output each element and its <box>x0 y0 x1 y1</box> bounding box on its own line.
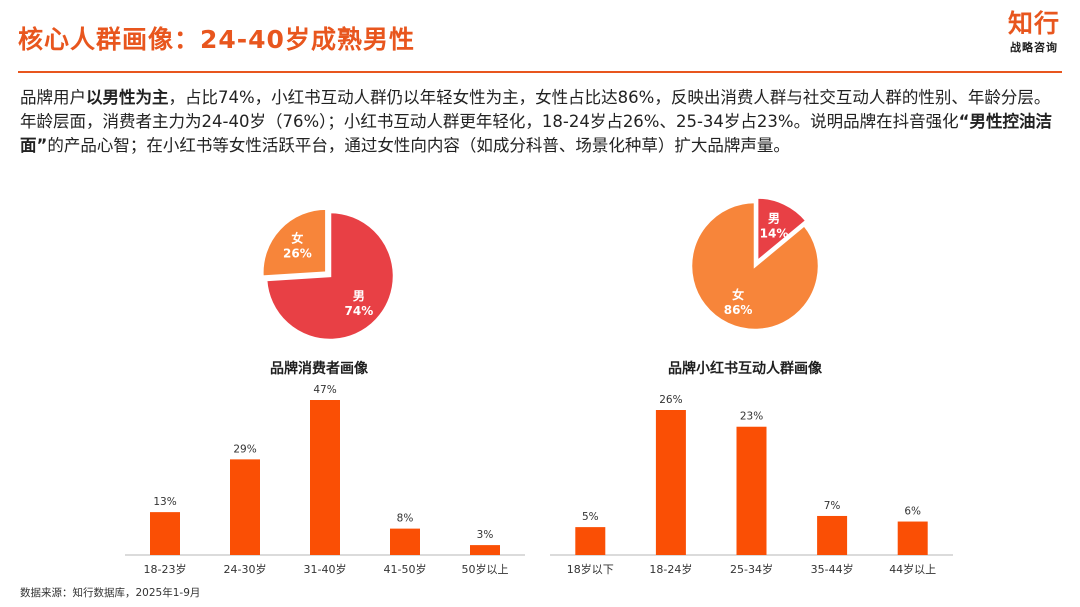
xhs-category-label-2: 25-34岁 <box>730 562 773 576</box>
consumer-value-label-0: 13% <box>153 496 176 508</box>
consumer-gender-pie: 男74% 女26% <box>261 207 396 342</box>
pie2-slice-name-male: 男 <box>768 212 780 226</box>
xhs-bar-3 <box>817 515 848 555</box>
consumer-value-label-4: 3% <box>477 529 494 541</box>
pie2-slice-value-male: 14% <box>760 227 789 241</box>
xhs-category-label-0: 18岁以下 <box>567 562 614 576</box>
consumer-category-label-0: 18-23岁 <box>144 562 187 576</box>
pie2-slice-male <box>755 196 809 265</box>
consumer-age-bar-chart: 13% 18-23岁 29% 24-30岁 47% 31-40岁 8% 41-50岁 3% 50岁… <box>125 384 525 576</box>
xhs-chart-title: 品牌小红书互动人群画像 <box>668 361 822 377</box>
consumer-category-label-1: 24-30岁 <box>224 562 267 576</box>
xhs-category-label-3: 35-44岁 <box>811 562 854 576</box>
pie1-slice-male <box>264 210 396 342</box>
logo-sub-text: 战略咨询 <box>1009 40 1058 54</box>
consumer-category-label-2: 31-40岁 <box>304 562 347 576</box>
consumer-category-label-4: 50岁以上 <box>462 562 509 576</box>
intro-bold-1: 以男性为主 <box>86 88 169 107</box>
logo-main-text: 知行 <box>1007 9 1060 38</box>
xhs-bar-1 <box>655 410 686 555</box>
consumer-chart-title: 品牌消费者画像 <box>270 361 368 377</box>
title-divider <box>18 71 1062 73</box>
xhs-bar-0 <box>575 527 606 555</box>
pie1-slice-female <box>261 207 328 278</box>
pie2-slice-value-female: 86% <box>724 303 753 317</box>
brand-logo: 知行 战略咨询 <box>1007 9 1060 55</box>
xhs-value-label-4: 6% <box>904 506 921 518</box>
xhs-value-label-3: 7% <box>824 500 841 512</box>
intro-text-1: 品牌用户 <box>20 88 86 107</box>
intro-text-3: 的产品心智；在小红书等女性活跃平台，通过女性向内容（如成分科普、场景化种草）扩大… <box>47 136 790 155</box>
xhs-age-bar-chart: 5% 18岁以下 26% 18-24岁 23% 25-34岁 7% 35-44岁 6% 44岁以上 <box>550 394 953 576</box>
xhs-category-label-1: 18-24岁 <box>649 562 692 576</box>
data-source-note: 数据来源：知行数据库，2025年1-9月 <box>20 587 201 599</box>
consumer-bar-1 <box>230 459 260 555</box>
xhs-value-label-0: 5% <box>582 511 599 523</box>
pie1-slice-name-male: 男 <box>353 289 365 303</box>
consumer-value-label-1: 29% <box>233 443 256 455</box>
pie2-slice-female <box>689 200 821 332</box>
xhs-gender-pie: 男14% 女86% <box>689 196 821 332</box>
xhs-value-label-1: 26% <box>659 394 682 406</box>
consumer-bar-3 <box>390 528 420 555</box>
intro-bold-2: “男性控油洁面” <box>20 112 1052 155</box>
pie2-slice-name-female: 女 <box>732 287 744 302</box>
xhs-category-label-4: 44岁以上 <box>889 562 936 576</box>
xhs-bar-2 <box>736 426 767 555</box>
consumer-value-label-2: 47% <box>313 384 336 396</box>
page-title: 核心人群画像：24-40岁成熟男性 <box>18 25 415 54</box>
consumer-value-label-3: 8% <box>397 513 414 525</box>
intro-paragraph: 品牌用户以男性为主，占比74%，小红书互动人群仍以年轻女性为主，女性占比达86%… <box>20 86 1060 158</box>
intro-text-2: ，占比74%，小红书互动人群仍以年轻女性为主，女性占比达86%，反映出消费人群与… <box>20 88 1051 131</box>
consumer-bar-0 <box>150 512 180 555</box>
pie1-slice-name-female: 女 <box>291 230 303 245</box>
pie1-slice-value-male: 74% <box>345 304 374 318</box>
xhs-bar-4 <box>897 521 928 555</box>
consumer-category-label-3: 41-50岁 <box>384 562 427 576</box>
consumer-bar-2 <box>310 400 340 555</box>
consumer-bar-4 <box>470 545 500 555</box>
pie1-slice-value-female: 26% <box>283 246 312 260</box>
xhs-value-label-2: 23% <box>740 411 763 423</box>
